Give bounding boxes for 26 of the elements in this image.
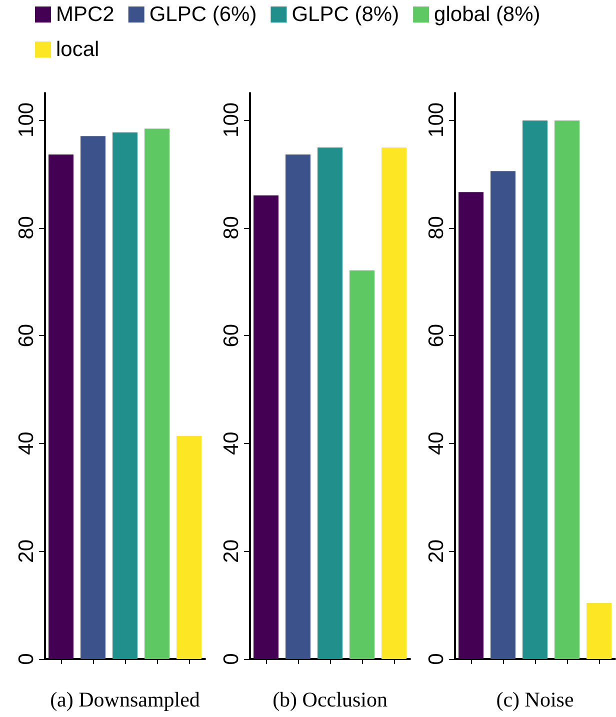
legend-label: global (8%) xyxy=(434,3,540,26)
y-tick-label: 100 xyxy=(425,102,448,138)
legend-label: MPC2 xyxy=(56,3,114,26)
y-tick-label: 20 xyxy=(220,540,243,563)
y-tick-label: 60 xyxy=(220,324,243,348)
y-tick-label: 40 xyxy=(425,432,448,456)
legend-label: GLPC (6%) xyxy=(149,3,257,26)
x-axis-title: (b) Occlusion xyxy=(272,688,388,712)
x-axis-title: (c) Noise xyxy=(496,688,574,712)
y-tick-label: 80 xyxy=(425,216,448,240)
y-tick-label: 100 xyxy=(220,102,243,138)
y-tick-label: 20 xyxy=(15,540,38,563)
y-tick-label: 40 xyxy=(15,432,38,456)
y-tick-label: 60 xyxy=(15,324,38,348)
y-tick-label: 0 xyxy=(220,653,243,665)
y-tick-label: 40 xyxy=(220,432,243,456)
legend-label: local xyxy=(56,38,100,61)
legend-label: GLPC (8%) xyxy=(292,3,400,26)
y-tick-label: 60 xyxy=(425,324,448,348)
y-tick-label: 0 xyxy=(15,653,38,665)
y-tick-label: 80 xyxy=(220,216,243,240)
y-tick-label: 80 xyxy=(15,216,38,240)
y-tick-label: 100 xyxy=(15,102,38,138)
y-tick-label: 0 xyxy=(425,653,448,665)
y-tick-label: 20 xyxy=(425,540,448,563)
x-axis-title: (a) Downsampled xyxy=(50,688,200,712)
